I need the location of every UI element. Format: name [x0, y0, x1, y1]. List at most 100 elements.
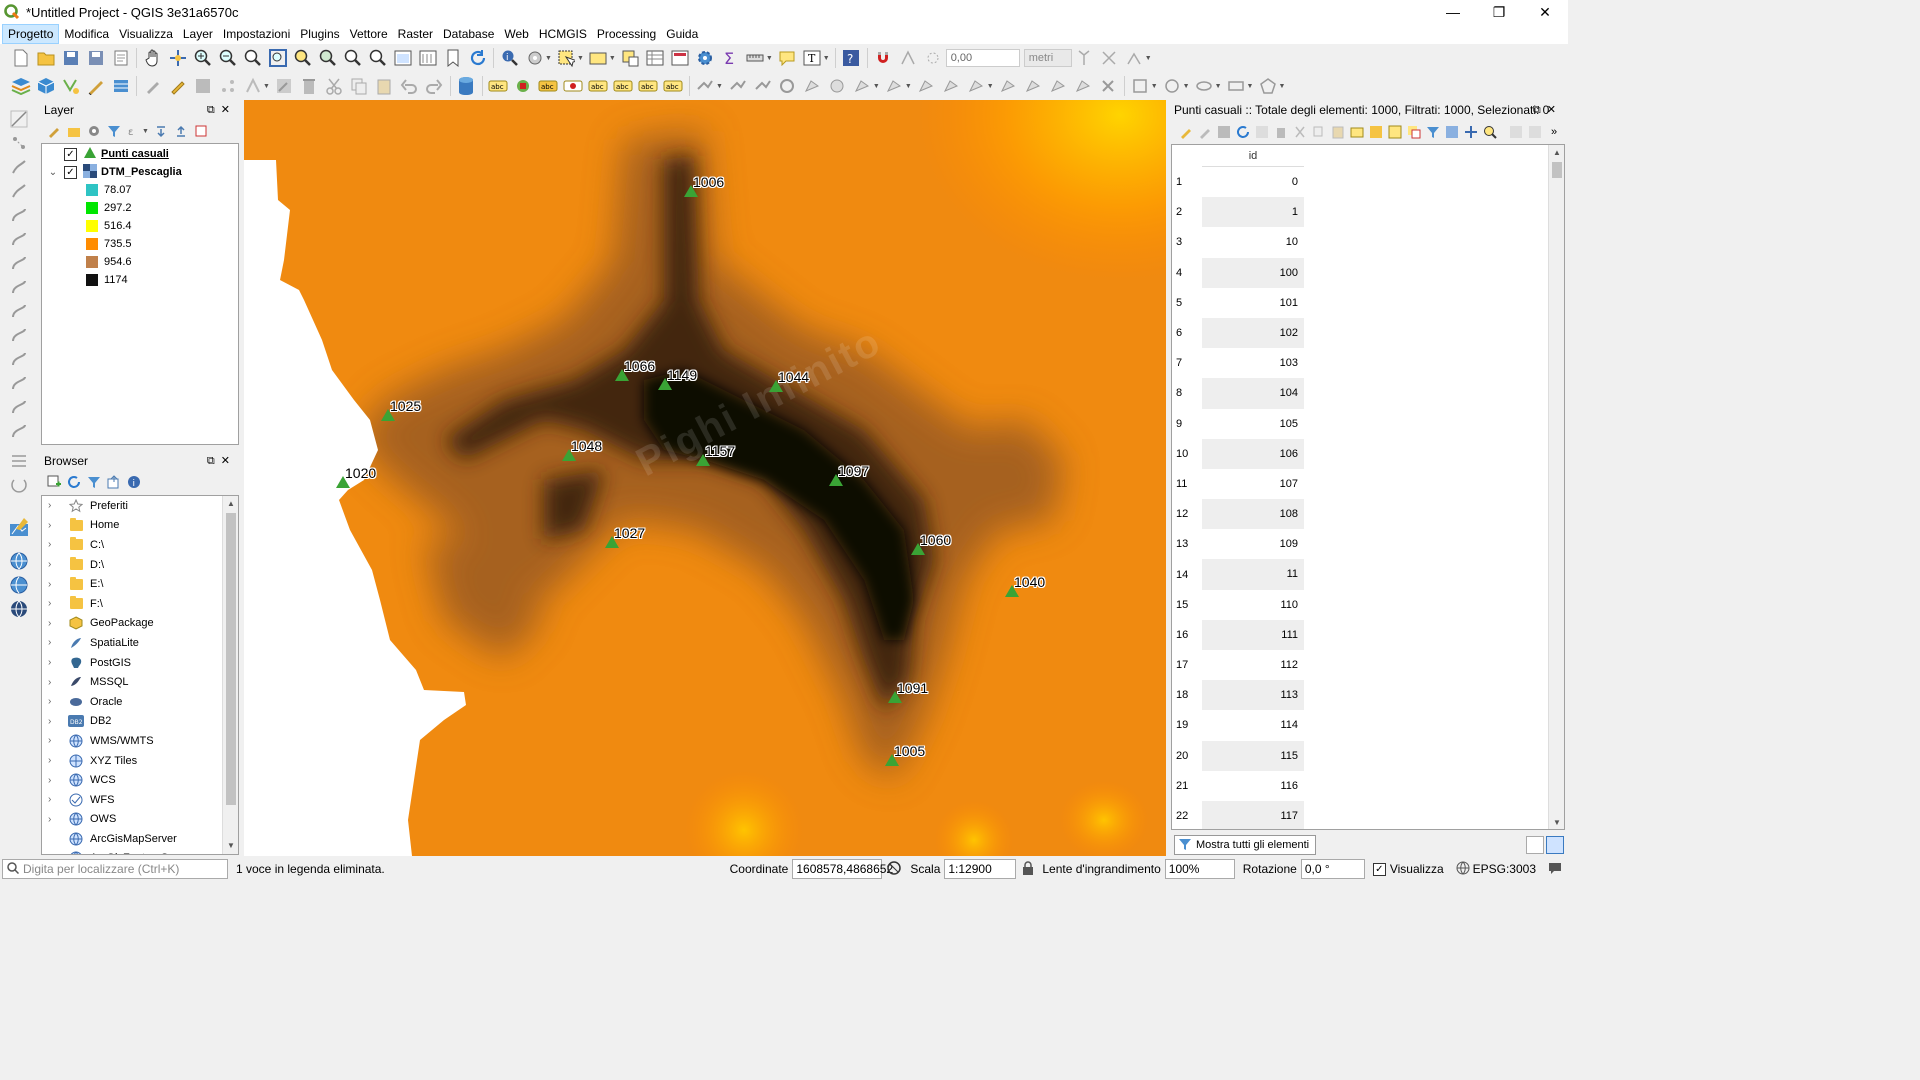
new-virtual-layer-icon[interactable] — [110, 75, 132, 97]
digitizing-advanced-icon[interactable] — [694, 75, 716, 97]
new-field-icon[interactable] — [1507, 123, 1525, 141]
fill-tool-icon[interactable] — [7, 324, 31, 346]
table-row[interactable]: 22 117 — [1172, 800, 1564, 829]
id-cell[interactable]: 116 — [1280, 779, 1298, 792]
id-cell[interactable]: 113 — [1202, 680, 1304, 711]
scroll-up-icon[interactable]: ▲ — [227, 499, 235, 508]
expand-chevron-icon[interactable]: › — [48, 637, 52, 649]
database-icon[interactable] — [455, 75, 477, 97]
table-row[interactable]: 14 11 — [1172, 559, 1564, 590]
id-cell[interactable]: 114 — [1280, 719, 1298, 732]
merge-tool-icon[interactable] — [7, 300, 31, 322]
browser-item[interactable]: › WFS — [42, 790, 238, 810]
add-selected-layers-icon[interactable] — [45, 473, 63, 491]
menu-web[interactable]: Web — [504, 27, 529, 41]
select-features-icon[interactable] — [555, 47, 577, 69]
merge-features-icon[interactable] — [1022, 75, 1044, 97]
id-cell[interactable]: 109 — [1279, 538, 1298, 551]
id-cell[interactable]: 100 — [1202, 257, 1304, 288]
pan-to-selected-icon[interactable] — [1462, 123, 1480, 141]
add-group-icon[interactable] — [65, 122, 83, 140]
row-number[interactable]: 17 — [1176, 659, 1189, 672]
scroll-down-icon[interactable]: ▼ — [1553, 818, 1561, 827]
delete-ring-icon[interactable] — [851, 75, 873, 97]
paste-icon[interactable] — [1329, 123, 1347, 141]
move-selection-top-icon[interactable] — [1443, 123, 1461, 141]
rotate-tool-icon[interactable] — [7, 474, 31, 496]
browser-item[interactable]: › C:\ — [42, 535, 238, 555]
id-cell[interactable]: 104 — [1202, 378, 1304, 409]
table-row[interactable]: 13 109 — [1172, 529, 1564, 559]
layer-item-punti-casuali[interactable]: ✓ Punti casuali — [42, 145, 238, 163]
menu-modifica[interactable]: Modifica — [64, 27, 110, 41]
map-tips-icon[interactable] — [776, 47, 798, 69]
table-row[interactable]: 8 104 — [1172, 378, 1564, 409]
add-part-icon[interactable] — [801, 75, 823, 97]
row-number[interactable]: 3 — [1176, 236, 1183, 249]
menu-processing[interactable]: Processing — [596, 27, 657, 41]
browser-item[interactable]: › DB2 DB2 — [42, 712, 238, 732]
magnifier-spinbox[interactable]: 100% — [1164, 859, 1235, 879]
snap-vertex-icon[interactable] — [897, 47, 919, 69]
minimize-button[interactable]: — — [1446, 4, 1460, 20]
expand-chevron-icon[interactable]: › — [48, 657, 52, 669]
scroll-up-icon[interactable]: ▲ — [1553, 148, 1561, 157]
row-number[interactable]: 10 — [1176, 447, 1189, 460]
row-number[interactable]: 8 — [1176, 387, 1183, 400]
expand-chevron-icon[interactable]: › — [48, 853, 60, 854]
column-header-id[interactable]: id — [1202, 145, 1304, 167]
fillet-tool-icon[interactable] — [7, 348, 31, 370]
table-row[interactable]: 10 106 — [1172, 438, 1564, 469]
toolbox-gear-icon[interactable] — [694, 47, 716, 69]
menu-visualizza[interactable]: Visualizza — [119, 27, 173, 41]
open-project-icon[interactable] — [35, 47, 57, 69]
expand-chevron-icon[interactable]: › — [48, 519, 52, 531]
vertex-tool-icon[interactable] — [242, 75, 264, 97]
reload-icon[interactable] — [1234, 123, 1252, 141]
expand-chevron-icon[interactable]: › — [48, 696, 52, 708]
zoom-native-icon[interactable] — [242, 47, 264, 69]
label-show-icon[interactable] — [562, 75, 584, 97]
save-as-icon[interactable] — [85, 47, 107, 69]
cut-features-icon[interactable] — [323, 75, 345, 97]
offset-point-symbols-icon[interactable] — [1097, 75, 1119, 97]
row-number[interactable]: 22 — [1176, 810, 1189, 823]
id-cell[interactable]: 112 — [1280, 659, 1298, 671]
attribute-table-icon[interactable] — [644, 47, 666, 69]
browser-item[interactable]: › XYZ Tiles — [42, 751, 238, 771]
identify-icon[interactable]: i — [499, 47, 521, 69]
panel-float-close-icons[interactable]: ⧉✕ — [206, 104, 236, 116]
ellipse-digitize-icon[interactable] — [1193, 75, 1215, 97]
table-row[interactable]: 4 100 — [1172, 257, 1564, 288]
modify-attributes-icon[interactable] — [273, 75, 295, 97]
row-number[interactable]: 11 — [1176, 477, 1188, 490]
bookmark-icon[interactable] — [442, 47, 464, 69]
offset-curve-icon[interactable] — [940, 75, 962, 97]
expand-chevron-icon[interactable]: › — [48, 676, 52, 688]
crs-label[interactable]: EPSG:3003 — [1472, 862, 1536, 876]
browser-item[interactable]: › F:\ — [42, 594, 238, 614]
scale-combobox[interactable]: 1:12900 — [944, 859, 1017, 879]
crs-globe-icon[interactable] — [1456, 861, 1470, 878]
zoom-full-icon[interactable] — [267, 47, 289, 69]
snapping-unit-select[interactable]: metri — [1023, 49, 1072, 67]
id-cell[interactable]: 115 — [1202, 740, 1304, 771]
zoom-selection-icon[interactable] — [292, 47, 314, 69]
id-cell[interactable]: 108 — [1202, 499, 1304, 530]
fill-ring-icon[interactable] — [826, 75, 848, 97]
pan-to-selection-icon[interactable] — [167, 47, 189, 69]
browser-item[interactable]: › Home — [42, 516, 238, 536]
expand-chevron-icon[interactable]: › — [48, 500, 52, 512]
node-tool-icon[interactable] — [7, 228, 31, 250]
refresh-browser-icon[interactable] — [65, 473, 83, 491]
table-view-icon[interactable] — [1546, 836, 1564, 854]
curve-tool-icon[interactable] — [7, 204, 31, 226]
table-row[interactable]: 6 102 — [1172, 317, 1564, 349]
help-icon[interactable]: ? — [840, 47, 862, 69]
toggle-extents-icon[interactable] — [886, 860, 902, 879]
row-number[interactable]: 5 — [1176, 296, 1183, 309]
snap-intersection-icon[interactable] — [1098, 47, 1120, 69]
more-tools-icon[interactable]: » — [1550, 126, 1558, 138]
pan-hand-icon[interactable] — [142, 47, 164, 69]
